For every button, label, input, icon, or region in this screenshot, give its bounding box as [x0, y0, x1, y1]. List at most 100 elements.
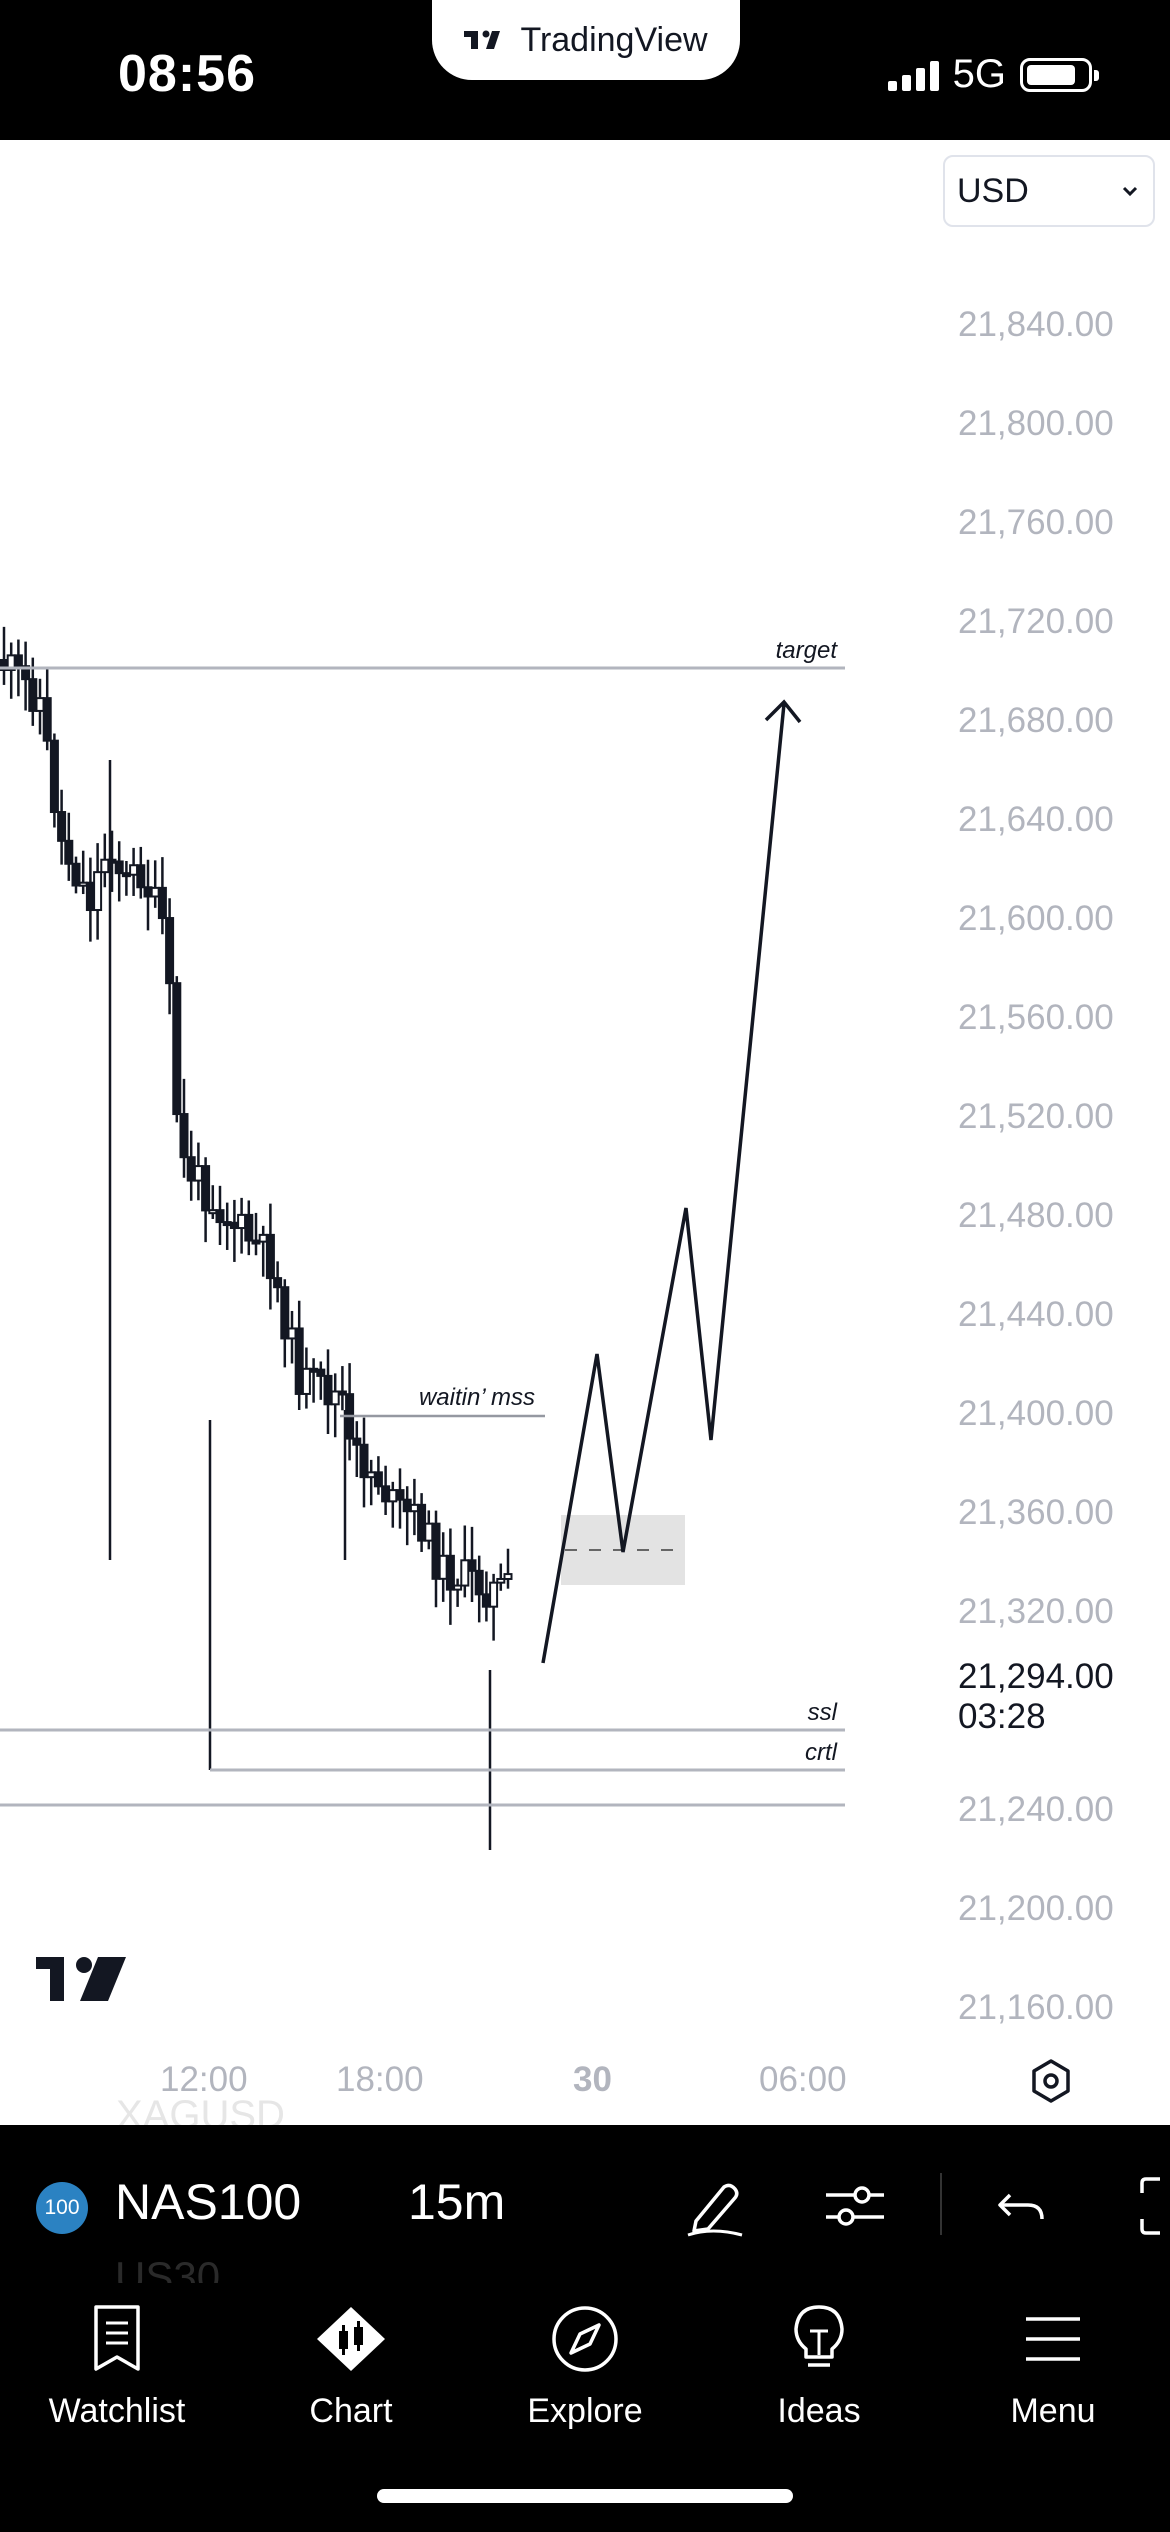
- pencil-drawing-icon[interactable]: [682, 2173, 748, 2239]
- candle-body: [42, 697, 52, 742]
- candle-body: [359, 1443, 369, 1479]
- target-label[interactable]: target: [776, 637, 839, 664]
- candle-body: [193, 1165, 203, 1182]
- candle-body: [157, 886, 167, 920]
- candle-body: [294, 1327, 304, 1395]
- projection-path[interactable]: [541, 703, 786, 1664]
- symbol-name[interactable]: NAS100: [115, 2174, 302, 2230]
- price-label: 21,600.00: [958, 899, 1114, 938]
- status-bar: 08:56 TradingView 5G: [0, 0, 1170, 140]
- projection-arrowhead: [764, 699, 802, 724]
- currency-select[interactable]: USD: [943, 155, 1155, 227]
- candlestick-series: [0, 626, 513, 1850]
- candle-body: [337, 1390, 347, 1396]
- chevron-down-icon: [1122, 186, 1138, 197]
- candle-body: [474, 1569, 484, 1596]
- candle-body: [417, 1503, 427, 1542]
- price-label: 21,640.00: [958, 800, 1114, 839]
- candle-body: [467, 1559, 477, 1572]
- price-label: 21,680.00: [958, 701, 1114, 740]
- chart-area[interactable]: target waitin’ mss ssl crtl USD 21,840.0…: [0, 140, 1170, 2125]
- candle-body: [78, 881, 88, 887]
- clock: 08:56: [118, 45, 256, 103]
- symbol-scroller-next-ghost: US30: [115, 2253, 221, 2283]
- time-label: 12:00: [160, 2060, 248, 2099]
- candle-body: [273, 1277, 283, 1289]
- candle-body: [136, 864, 146, 889]
- candle-body: [21, 665, 31, 681]
- home-indicator[interactable]: [377, 2489, 793, 2503]
- signal-icon: [887, 59, 939, 91]
- tradingview-watermark-icon: [36, 1957, 126, 2001]
- price-label: 21,840.00: [958, 305, 1114, 344]
- candle-body: [28, 678, 38, 712]
- menu-icon: [1026, 2317, 1080, 2361]
- candle-body: [222, 1221, 232, 1227]
- currency-value: USD: [957, 171, 1029, 210]
- tradingview-label: TradingView: [520, 20, 708, 59]
- chart-canvas[interactable]: target waitin’ mss ssl crtl: [0, 140, 1170, 2125]
- candle-body: [258, 1233, 268, 1243]
- candle-body: [150, 886, 160, 898]
- chart-settings-icon[interactable]: [1027, 2057, 1075, 2105]
- tradingview-badge[interactable]: TradingView: [432, 0, 740, 80]
- candle-body: [366, 1471, 376, 1479]
- lightbulb-icon: [794, 2305, 844, 2367]
- price-label: 21,520.00: [958, 1097, 1114, 1136]
- candle-body: [143, 886, 153, 898]
- nav-menu[interactable]: Menu: [936, 2303, 1170, 2431]
- compass-icon: [552, 2306, 618, 2372]
- nav-label: Ideas: [777, 2392, 861, 2430]
- candle-body: [496, 1577, 506, 1584]
- candle-body: [165, 917, 175, 985]
- candle-body: [35, 697, 45, 712]
- symbol-scroller-prev-ghost: XAGUSD: [116, 2093, 285, 2125]
- candle-body: [251, 1239, 261, 1245]
- candle-body: [129, 864, 139, 876]
- price-label: 21,720.00: [958, 602, 1114, 641]
- time-label-day: 30: [573, 2060, 612, 2099]
- candle-body: [172, 982, 182, 1116]
- candle-body: [316, 1368, 326, 1377]
- nav-ideas[interactable]: Ideas: [702, 2303, 936, 2431]
- candle-body: [424, 1522, 434, 1542]
- candle-body: [265, 1233, 275, 1280]
- candle-body: [352, 1437, 362, 1446]
- candle-body: [460, 1559, 470, 1587]
- price-label: 21,240.00: [958, 1790, 1114, 1829]
- candle-body: [201, 1165, 211, 1212]
- candle-body: [431, 1522, 441, 1580]
- fullscreen-icon[interactable]: [1138, 2173, 1170, 2239]
- waiting-mss-label[interactable]: waitin’ mss: [419, 1384, 535, 1411]
- candle-body: [438, 1554, 448, 1580]
- nav-watchlist[interactable]: Watchlist: [0, 2303, 234, 2431]
- candle-body: [388, 1489, 398, 1503]
- candle-countdown: 03:28: [958, 1697, 1046, 1737]
- candle-body: [280, 1286, 290, 1340]
- current-price-label[interactable]: 21,294.00 03:28: [958, 1657, 1114, 1738]
- candle-body: [301, 1367, 311, 1395]
- crtl-label[interactable]: crtl: [805, 1739, 838, 1766]
- price-label: 21,800.00: [958, 404, 1114, 443]
- price-label: 21,320.00: [958, 1592, 1114, 1631]
- interval-select[interactable]: 15m: [408, 2174, 506, 2230]
- candle-body: [481, 1593, 491, 1608]
- candle-body: [100, 858, 110, 874]
- candle-body: [49, 739, 59, 814]
- candle-body: [330, 1390, 340, 1406]
- ssl-label[interactable]: ssl: [808, 1699, 838, 1726]
- toolbar-divider: [940, 2173, 942, 2235]
- time-label: 06:00: [759, 2060, 847, 2099]
- price-label: 21,360.00: [958, 1493, 1114, 1532]
- candle-body: [409, 1503, 419, 1513]
- candle-body: [229, 1221, 239, 1230]
- indicators-sliders-icon[interactable]: [822, 2173, 888, 2239]
- nav-explore[interactable]: Explore: [468, 2303, 702, 2431]
- status-indicators: 5G: [887, 52, 1099, 97]
- candle-body: [445, 1554, 455, 1591]
- price-label: 21,760.00: [958, 503, 1114, 542]
- candle-body: [287, 1327, 297, 1340]
- nav-chart[interactable]: Chart: [234, 2303, 468, 2431]
- undo-icon[interactable]: [996, 2173, 1050, 2239]
- battery-icon: [1020, 57, 1099, 92]
